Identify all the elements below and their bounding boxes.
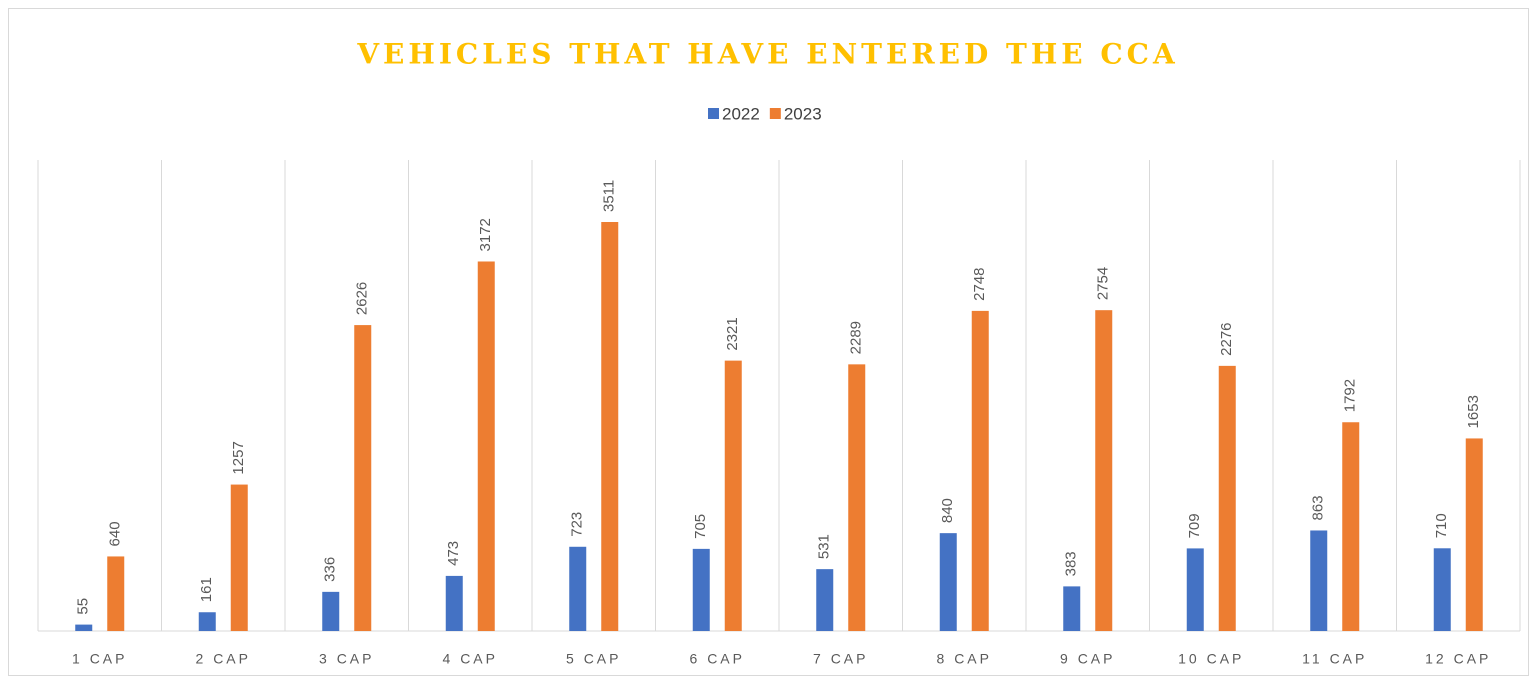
- x-tick-label: 1 CAP: [72, 651, 127, 667]
- bar: [1095, 310, 1113, 631]
- data-label: 709: [1186, 513, 1203, 538]
- x-tick-label: 2 CAP: [196, 651, 251, 667]
- data-label: 863: [1310, 495, 1327, 520]
- bar: [322, 591, 340, 631]
- data-label: 3511: [601, 180, 618, 212]
- data-label: 531: [816, 534, 833, 559]
- bar: [75, 624, 93, 631]
- bar: [1186, 548, 1204, 631]
- bar: [939, 533, 957, 631]
- bar: [198, 612, 216, 631]
- data-label: 2754: [1095, 267, 1112, 300]
- data-label: 2276: [1218, 322, 1235, 355]
- bar: [569, 546, 587, 631]
- legend-label: 2023: [784, 104, 822, 123]
- data-label: 2748: [971, 268, 988, 301]
- bar: [1310, 530, 1328, 631]
- data-label: 3172: [477, 218, 494, 251]
- bar: [1433, 548, 1451, 631]
- bar: [724, 360, 742, 631]
- data-label: 640: [107, 521, 124, 546]
- data-label: 1792: [1342, 379, 1359, 412]
- bar: [816, 569, 834, 631]
- x-tick-label: 11 CAP: [1302, 651, 1367, 667]
- data-label: 55: [75, 598, 92, 615]
- data-label: 2321: [724, 317, 741, 350]
- data-label: 336: [322, 557, 339, 582]
- data-label: 840: [939, 498, 956, 523]
- data-label: 2626: [354, 282, 371, 315]
- legend-label: 2022: [722, 104, 760, 123]
- x-tick-label: 10 CAP: [1178, 651, 1244, 667]
- data-label: 383: [1063, 551, 1080, 576]
- bar: [1465, 438, 1483, 631]
- bar: [971, 310, 989, 631]
- data-label: 1653: [1465, 395, 1482, 428]
- bar: [230, 484, 248, 631]
- bar: [354, 325, 372, 631]
- x-tick-label: 7 CAP: [813, 651, 868, 667]
- legend-swatch: [708, 108, 719, 119]
- x-tick-label: 4 CAP: [443, 651, 498, 667]
- x-tick-label: 12 CAP: [1425, 651, 1491, 667]
- x-tick-label: 6 CAP: [690, 651, 745, 667]
- bar: [477, 261, 495, 631]
- bar: [1063, 586, 1081, 631]
- bar: [601, 222, 619, 631]
- x-tick-label: 5 CAP: [566, 651, 621, 667]
- data-label: 1257: [230, 441, 247, 474]
- data-label: 473: [445, 541, 462, 566]
- bar: [445, 575, 463, 631]
- data-label: 710: [1433, 513, 1450, 538]
- bar: [848, 364, 866, 631]
- chart-title: VEHICLES THAT HAVE ENTERED THE CCA: [356, 38, 1178, 71]
- data-label: 2289: [848, 321, 865, 354]
- bar: [107, 556, 125, 631]
- data-label: 723: [569, 512, 586, 537]
- data-label: 161: [198, 577, 215, 602]
- x-tick-label: 8 CAP: [937, 651, 992, 667]
- bar: [692, 548, 710, 631]
- bar: [1342, 422, 1360, 631]
- x-tick-label: 9 CAP: [1060, 651, 1115, 667]
- x-tick-label: 3 CAP: [319, 651, 374, 667]
- data-label: 705: [692, 514, 709, 539]
- bar: [1218, 365, 1236, 631]
- chart-border: [8, 8, 1529, 676]
- legend-swatch: [769, 108, 781, 119]
